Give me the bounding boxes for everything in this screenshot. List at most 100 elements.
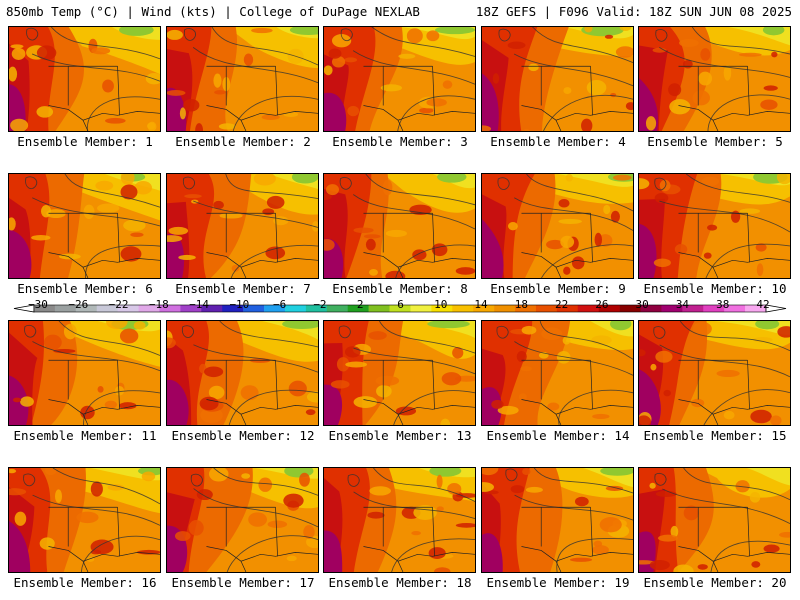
ensemble-member-map	[323, 173, 476, 279]
ensemble-member-map	[481, 173, 634, 279]
colorbar-tick-label: 42	[756, 298, 770, 311]
ensemble-member-map	[323, 26, 476, 132]
ensemble-member-map	[8, 467, 161, 573]
colorbar-swatch	[556, 305, 579, 312]
colorbar-swatch	[159, 305, 181, 312]
ensemble-member-label: Ensemble Member: 18	[328, 575, 472, 590]
colorbar-swatch	[724, 305, 746, 312]
temperature-map	[482, 27, 633, 131]
ensemble-member-map	[8, 173, 161, 279]
temperature-map	[9, 174, 160, 278]
colorbar-swatch	[180, 305, 202, 312]
colorbar-swatch	[619, 305, 641, 312]
ensemble-member-label: Ensemble Member: 9	[490, 281, 626, 296]
colorbar-swatch	[661, 305, 683, 312]
temperature-map	[639, 27, 790, 131]
colorbar-tick-label: 18	[514, 298, 528, 311]
temperature-map	[482, 174, 633, 278]
ensemble-member-map	[166, 173, 319, 279]
colorbar-tick-label: 2	[356, 298, 364, 311]
ensemble-member-label: Ensemble Member: 10	[643, 281, 787, 296]
temperature-map	[324, 321, 475, 425]
colorbar-swatch	[96, 305, 118, 312]
colorbar-swatch	[305, 305, 328, 312]
ensemble-member-label: Ensemble Member: 4	[490, 134, 626, 149]
ensemble-member-map	[323, 467, 476, 573]
temperature-map	[9, 321, 160, 425]
colorbar-swatch	[452, 305, 474, 312]
colorbar-tick-label: 6	[397, 298, 404, 311]
ensemble-member-map	[166, 26, 319, 132]
temperature-map	[482, 468, 633, 572]
colorbar-tick-label: −22	[108, 298, 129, 311]
temperature-map	[167, 174, 318, 278]
temperature-colorbar	[13, 304, 787, 313]
colorbar-swatch	[389, 305, 411, 312]
colorbar-swatch	[34, 305, 56, 312]
ensemble-member-label: Ensemble Member: 8	[332, 281, 468, 296]
ensemble-member-label: Ensemble Member: 6	[17, 281, 153, 296]
colorbar-swatch	[347, 305, 369, 312]
ensemble-member-label: Ensemble Member: 7	[175, 281, 311, 296]
ensemble-member-map	[481, 26, 634, 132]
ensemble-member-label: Ensemble Member: 2	[175, 134, 311, 149]
colorbar-swatch	[535, 305, 558, 312]
colorbar-swatch	[682, 305, 704, 312]
colorbar-tick-label: −26	[68, 298, 89, 311]
ensemble-member-map	[638, 173, 791, 279]
temperature-map	[639, 468, 790, 572]
colorbar-swatch	[75, 305, 98, 312]
ensemble-member-label: Ensemble Member: 12	[171, 428, 315, 443]
colorbar-tick-label: 10	[434, 298, 448, 311]
colorbar-tick-label: −10	[229, 298, 250, 311]
temperature-map	[639, 321, 790, 425]
ensemble-member-map	[323, 320, 476, 426]
ensemble-member-label: Ensemble Member: 1	[17, 134, 153, 149]
colorbar-swatch	[410, 305, 432, 312]
temperature-map	[324, 468, 475, 572]
colorbar-swatch	[54, 305, 77, 312]
colorbar-swatch	[473, 305, 495, 312]
colorbar-swatch	[326, 305, 349, 312]
colorbar-tick-label: 30	[635, 298, 649, 311]
colorbar-swatch	[640, 305, 662, 312]
colorbar-tick-label: 26	[595, 298, 609, 311]
temperature-map	[167, 468, 318, 572]
colorbar-tick-label: −2	[313, 298, 327, 311]
colorbar-tick-label: −14	[189, 298, 210, 311]
colorbar-tick-label: −30	[28, 298, 48, 311]
ensemble-member-label: Ensemble Member: 16	[13, 575, 157, 590]
colorbar-tick-label: 38	[716, 298, 730, 311]
colorbar-swatch	[117, 305, 139, 312]
colorbar-swatch	[745, 305, 767, 312]
ensemble-member-label: Ensemble Member: 15	[643, 428, 787, 443]
colorbar-swatch	[201, 305, 223, 312]
ensemble-member-map	[638, 320, 791, 426]
colorbar-swatch	[703, 305, 725, 312]
ensemble-member-map	[8, 26, 161, 132]
ensemble-member-label: Ensemble Member: 20	[643, 575, 787, 590]
ensemble-member-label: Ensemble Member: 19	[486, 575, 630, 590]
ensemble-member-label: Ensemble Member: 11	[13, 428, 157, 443]
colorbar-swatch	[368, 305, 390, 312]
colorbar-swatch	[515, 305, 537, 312]
colorbar-swatch	[494, 305, 516, 312]
ensemble-member-label: Ensemble Member: 5	[647, 134, 783, 149]
temperature-map	[9, 27, 160, 131]
colorbar-tick-label: −18	[148, 298, 169, 311]
colorbar-swatch	[243, 305, 265, 312]
model-run-info: 18Z GEFS | F096 Valid: 18Z SUN JUN 08 20…	[475, 4, 792, 19]
ensemble-member-label: Ensemble Member: 14	[486, 428, 630, 443]
colorbar-tick-label: 22	[554, 298, 569, 311]
colorbar-swatch	[264, 305, 286, 312]
colorbar-swatch	[577, 305, 599, 312]
temperature-map	[167, 27, 318, 131]
ensemble-member-map	[166, 467, 319, 573]
colorbar-swatch	[431, 305, 453, 312]
temperature-map	[639, 174, 790, 278]
chart-title: 850mb Temp (°C) | Wind (kts) | College o…	[6, 4, 420, 19]
temperature-map	[167, 321, 318, 425]
ensemble-member-map	[481, 320, 634, 426]
ensemble-member-map	[481, 467, 634, 573]
colorbar-tick-label: 34	[675, 298, 690, 311]
